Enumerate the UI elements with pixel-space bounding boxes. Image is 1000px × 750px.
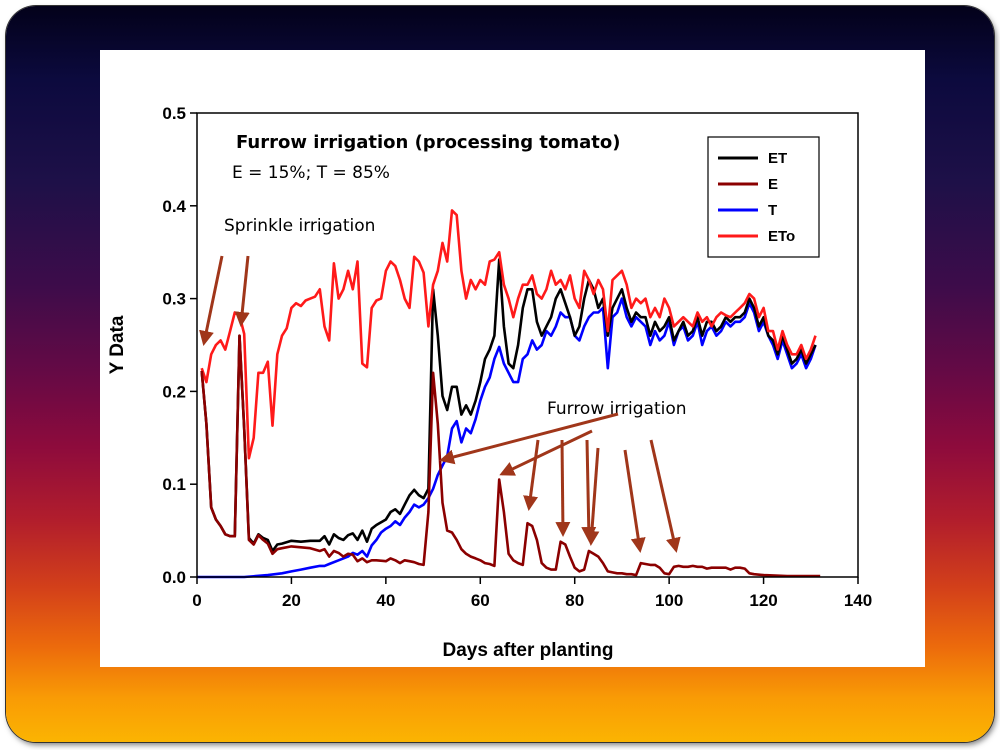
x-tick-label: 40 <box>376 591 395 610</box>
x-tick-label: 140 <box>844 591 872 610</box>
y-tick-label: 0.0 <box>162 568 186 587</box>
y-tick-label: 0.2 <box>162 382 186 401</box>
line-chart: 0 20 40 60 80 100 120 140 0.0 0.1 0.2 0.3 0.4 0.5 Da… <box>107 104 872 661</box>
legend-label-e: E <box>768 176 778 193</box>
x-tick-label: 120 <box>749 591 777 610</box>
x-tick-label: 0 <box>192 591 201 610</box>
x-ticks: 0 20 40 60 80 100 120 140 <box>192 577 872 610</box>
furrow-arrow-4 <box>555 439 571 537</box>
annotation-furrow-irrigation: Furrow irrigation <box>547 399 687 419</box>
annotation-sprinkle-irrigation: Sprinkle irrigation <box>224 216 375 236</box>
sprinkle-arrow-2 <box>234 255 250 327</box>
x-tick-label: 20 <box>282 591 301 610</box>
sprinkle-arrow-1 <box>199 255 224 346</box>
x-tick-label: 100 <box>655 591 683 610</box>
furrow-arrow-8 <box>649 439 681 553</box>
x-tick-label: 60 <box>471 591 490 610</box>
furrow-arrow-5 <box>581 439 597 542</box>
legend: ET ET ETo <box>707 136 820 258</box>
series-line-t <box>197 297 817 579</box>
y-tick-label: 0.5 <box>162 104 186 123</box>
series-layer <box>197 209 821 579</box>
x-tick-label: 80 <box>565 591 584 610</box>
y-tick-label: 0.1 <box>162 475 186 494</box>
legend-label-t: T <box>768 202 777 219</box>
legend-label-eto: ETo <box>768 228 795 245</box>
y-axis-label: Y Data <box>107 315 128 374</box>
y-tick-label: 0.4 <box>162 197 186 216</box>
plot-frame <box>196 112 859 578</box>
furrow-arrow-1 <box>439 412 619 465</box>
legend-label-et: ET <box>768 150 787 167</box>
chart-panel: 0 20 40 60 80 100 120 140 0.0 0.1 0.2 0.3 0.4 0.5 Da… <box>100 50 925 667</box>
furrow-arrow-6 <box>584 447 600 546</box>
x-axis-label: Days after planting <box>442 640 613 661</box>
furrow-arrow-2 <box>499 429 593 476</box>
y-ticks: 0.0 0.1 0.2 0.3 0.4 0.5 <box>162 104 197 587</box>
legend-items: ET ET ETo <box>718 150 795 245</box>
legend-box <box>707 136 820 258</box>
furrow-arrow-3 <box>523 439 540 511</box>
y-tick-label: 0.3 <box>162 290 186 309</box>
series-line-et <box>200 258 817 553</box>
series-line-eto <box>200 209 817 460</box>
annotation-arrows <box>199 255 681 553</box>
chart-subtitle: E = 15%; T = 85% <box>232 163 390 183</box>
furrow-arrow-7 <box>623 449 646 553</box>
axes <box>196 112 859 578</box>
chart-title: Furrow irrigation (processing tomato) <box>236 132 620 153</box>
series-line-e <box>200 334 821 578</box>
